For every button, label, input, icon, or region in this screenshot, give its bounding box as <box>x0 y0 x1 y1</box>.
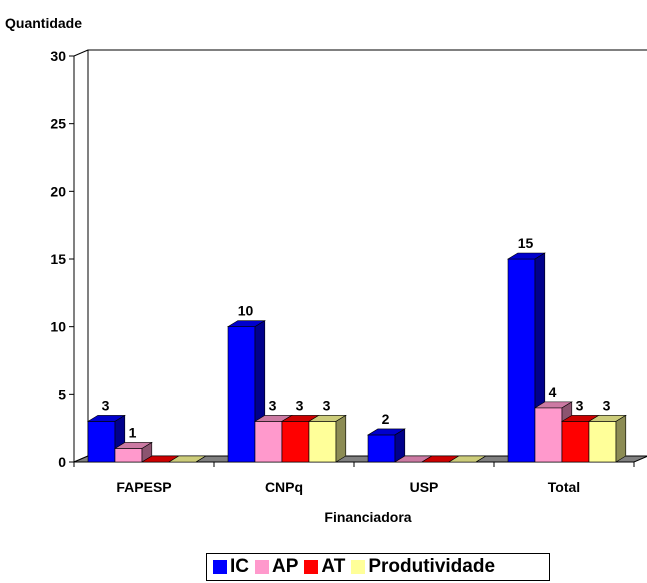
bar-side <box>615 414 627 463</box>
bar-ap <box>114 448 143 463</box>
y-tick-label: 25 <box>50 116 66 132</box>
y-tick-label: 20 <box>50 183 66 199</box>
legend-swatch <box>255 560 269 574</box>
y-tick-label: 30 <box>50 48 66 64</box>
data-label: 3 <box>323 397 331 413</box>
chart-bars <box>86 252 627 463</box>
bar-produtividade <box>588 421 617 463</box>
bar-side <box>335 414 347 463</box>
legend-item: AT <box>304 556 345 578</box>
data-label: 10 <box>238 303 254 319</box>
data-label: 3 <box>603 397 611 413</box>
x-tick-label: USP <box>410 479 439 495</box>
data-label: 3 <box>269 397 277 413</box>
bar-produtividade <box>308 421 337 463</box>
bar-at <box>281 421 310 463</box>
data-label: 1 <box>129 424 137 440</box>
legend-swatch <box>213 560 227 574</box>
x-tick-label: Total <box>548 479 580 495</box>
x-axis-title: Financiadora <box>324 509 411 525</box>
data-label: 15 <box>518 235 534 251</box>
y-tick-label: 10 <box>50 319 66 335</box>
bar-chart: 0 5 10 15 20 25 30 FAPESP 3 1 CNPq 10 3 3 3 USP 2 Total 1… <box>5 15 647 525</box>
bar-at <box>561 421 590 463</box>
x-tick-label: FAPESP <box>116 479 171 495</box>
legend-label: AP <box>272 556 299 577</box>
legend: IC AP AT Produtividade <box>206 553 550 581</box>
data-label: 3 <box>296 397 304 413</box>
legend-item: AP <box>255 556 298 578</box>
bar-ap <box>254 421 283 463</box>
data-label: 2 <box>382 411 390 427</box>
legend-label: Produtividade <box>368 556 496 577</box>
legend-label: AT <box>321 556 346 577</box>
chart-labels: FAPESP 3 1 CNPq 10 3 3 3 USP 2 Total 15 4 3 3 <box>102 235 611 495</box>
legend-swatch <box>304 560 319 574</box>
bar-side <box>475 455 486 463</box>
y-tick-label: 15 <box>50 251 66 267</box>
bar-ic <box>367 434 396 463</box>
y-tick-label: 0 <box>58 454 66 470</box>
bar-ic <box>227 326 256 463</box>
data-label: 3 <box>102 397 110 413</box>
bar-ic <box>87 421 116 463</box>
y-axis-title: Quantidade <box>5 15 82 31</box>
y-tick-label: 5 <box>58 386 66 402</box>
top-edge <box>73 49 89 57</box>
x-tick-label: CNPq <box>265 479 303 495</box>
legend-item: Produtividade <box>351 556 495 578</box>
back-wall-edge <box>73 49 647 463</box>
legend-swatch <box>351 560 366 574</box>
bar-ic <box>507 258 536 463</box>
legend-item: IC <box>213 556 249 578</box>
legend-label: IC <box>230 556 249 577</box>
data-label: 3 <box>576 397 584 413</box>
data-label: 4 <box>549 384 557 400</box>
bar-ap <box>534 407 563 463</box>
bar-side <box>195 455 206 463</box>
